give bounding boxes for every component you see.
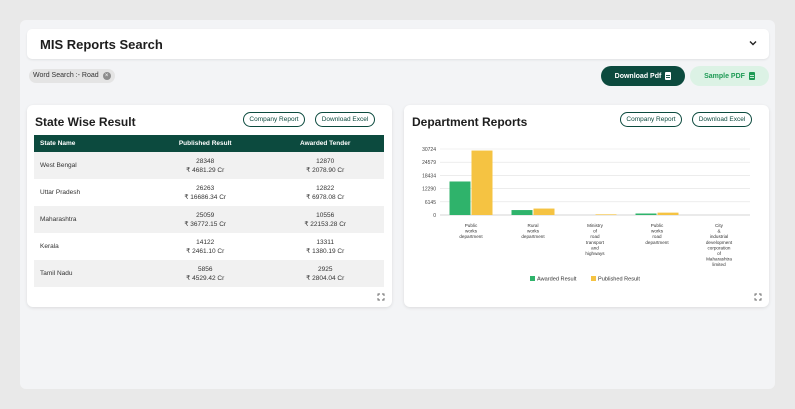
expand-icon[interactable] bbox=[754, 293, 762, 301]
legend-swatch bbox=[530, 276, 535, 281]
column-header: State Name bbox=[40, 140, 76, 147]
x-tick-label: Public works road department bbox=[645, 223, 669, 245]
bar-published bbox=[595, 214, 617, 215]
awarded-cell: 13311 ₹ 1380.19 Cr bbox=[266, 233, 384, 260]
y-tick-label: 24579 bbox=[422, 160, 436, 166]
table-row: Tamil Nadu 5856 ₹ 4529.42 Cr 2925 ₹ 2804.0… bbox=[34, 260, 384, 287]
bar-awarded bbox=[511, 210, 533, 215]
published-count: 26263 bbox=[196, 184, 215, 192]
table-row: West Bengal 28348 ₹ 4681.29 Cr 12870 ₹ 207… bbox=[34, 152, 384, 179]
legend-swatch bbox=[591, 276, 596, 281]
awarded-cell: 12870 ₹ 2078.90 Cr bbox=[266, 152, 384, 179]
sample-pdf-button[interactable]: Sample PDF bbox=[690, 66, 769, 86]
awarded-count: 10556 bbox=[316, 211, 335, 219]
awarded-count: 12822 bbox=[316, 184, 335, 192]
x-tick-label: Ministry of road transport and highways bbox=[585, 223, 605, 256]
table-row: Maharashtra 25059 ₹ 36772.15 Cr 10556 ₹ 22… bbox=[34, 206, 384, 233]
department-bar-chart: 30724 24579 18434 12290 6145 0 Public works depa… bbox=[422, 147, 750, 283]
y-tick-label: 6145 bbox=[425, 200, 436, 206]
published-cell: 5856 ₹ 4529.42 Cr bbox=[144, 260, 266, 287]
awarded-cell: 12822 ₹ 6978.08 Cr bbox=[266, 179, 384, 206]
sample-pdf-label: Sample PDF bbox=[704, 72, 745, 80]
x-tick-label: Rural works department bbox=[521, 223, 545, 239]
awarded-count: 12870 bbox=[316, 157, 335, 165]
published-count: 14122 bbox=[196, 238, 215, 246]
column-header: Awarded Tender bbox=[300, 140, 351, 147]
legend-label: Awarded Result bbox=[537, 277, 577, 283]
published-cell: 26263 ₹ 16686.34 Cr bbox=[144, 179, 266, 206]
published-amount: ₹ 4529.42 Cr bbox=[186, 274, 225, 282]
document-icon bbox=[748, 72, 755, 80]
awarded-cell: 10556 ₹ 22153.28 Cr bbox=[266, 206, 384, 233]
document-icon bbox=[665, 72, 672, 80]
company-report-button[interactable]: Company Report bbox=[243, 112, 305, 127]
expand-icon[interactable] bbox=[377, 293, 385, 301]
filter-chip: Word Search :- Road × bbox=[29, 69, 115, 83]
download-pdf-button[interactable]: Download Pdf bbox=[601, 66, 685, 86]
awarded-count: 13311 bbox=[316, 238, 334, 246]
published-cell: 14122 ₹ 2461.10 Cr bbox=[144, 233, 266, 260]
awarded-amount: ₹ 6978.08 Cr bbox=[306, 193, 345, 201]
awarded-amount: ₹ 22153.28 Cr bbox=[304, 220, 347, 228]
published-cell: 28348 ₹ 4681.29 Cr bbox=[144, 152, 266, 179]
table-row: Kerala 14122 ₹ 2461.10 Cr 13311 ₹ 1380.19 … bbox=[34, 233, 384, 260]
published-amount: ₹ 16686.34 Cr bbox=[184, 193, 227, 201]
published-amount: ₹ 4681.29 Cr bbox=[186, 166, 225, 174]
legend-label: Published Result bbox=[598, 277, 640, 283]
state-name: West Bengal bbox=[40, 162, 77, 169]
bar-awarded bbox=[635, 213, 657, 215]
company-report-button[interactable]: Company Report bbox=[620, 112, 682, 127]
awarded-cell: 2925 ₹ 2804.04 Cr bbox=[266, 260, 384, 287]
download-excel-button[interactable]: Download Excel bbox=[315, 112, 375, 127]
department-reports-title: Department Reports bbox=[412, 115, 528, 129]
awarded-count: 2925 bbox=[317, 265, 333, 273]
state-name: Maharashtra bbox=[40, 216, 77, 223]
published-count: 28348 bbox=[196, 157, 215, 165]
state-name: Uttar Pradesh bbox=[40, 189, 81, 196]
awarded-amount: ₹ 2078.90 Cr bbox=[306, 166, 345, 174]
state-name: Tamil Nadu bbox=[40, 270, 73, 277]
state-wise-card: State Wise Result Company Report Downloa… bbox=[27, 105, 392, 307]
close-icon[interactable]: × bbox=[102, 72, 111, 80]
bar-published bbox=[533, 208, 555, 215]
y-tick-label: 12290 bbox=[422, 187, 436, 193]
x-tick-label: City & industrial development corporation of M… bbox=[706, 223, 733, 267]
download-excel-button[interactable]: Download Excel bbox=[692, 112, 752, 127]
department-reports-card: Department Reports Company Report Downlo… bbox=[404, 105, 769, 307]
page-title: MIS Reports Search bbox=[40, 37, 163, 52]
chevron-down-icon[interactable] bbox=[749, 39, 757, 47]
y-tick-label: 0 bbox=[433, 213, 436, 219]
filter-chip-label: Word Search :- Road bbox=[33, 72, 99, 79]
awarded-amount: ₹ 1380.19 Cr bbox=[306, 247, 345, 255]
state-wise-title: State Wise Result bbox=[35, 115, 136, 129]
awarded-amount: ₹ 2804.04 Cr bbox=[306, 274, 345, 282]
published-cell: 25059 ₹ 36772.15 Cr bbox=[144, 206, 266, 233]
search-header[interactable]: MIS Reports Search bbox=[27, 29, 769, 59]
published-amount: ₹ 2461.10 Cr bbox=[186, 247, 225, 255]
bar-published bbox=[471, 150, 493, 215]
table-header-row: State Name Published Result Awarded Tend… bbox=[34, 135, 384, 152]
bar-published bbox=[657, 212, 679, 215]
state-name: Kerala bbox=[40, 243, 59, 250]
y-tick-label: 18434 bbox=[422, 173, 436, 179]
x-tick-label: Public works department bbox=[459, 223, 483, 239]
y-tick-label: 30724 bbox=[422, 147, 436, 153]
state-table: State Name Published Result Awarded Tend… bbox=[34, 135, 384, 287]
bar-awarded bbox=[449, 181, 471, 215]
published-count: 25059 bbox=[196, 211, 215, 219]
column-header: Published Result bbox=[178, 140, 232, 147]
published-count: 5856 bbox=[197, 265, 213, 273]
download-pdf-label: Download Pdf bbox=[614, 72, 662, 80]
published-amount: ₹ 36772.15 Cr bbox=[184, 220, 227, 228]
table-row: Uttar Pradesh 26263 ₹ 16686.34 Cr 12822 ₹ … bbox=[34, 179, 384, 206]
